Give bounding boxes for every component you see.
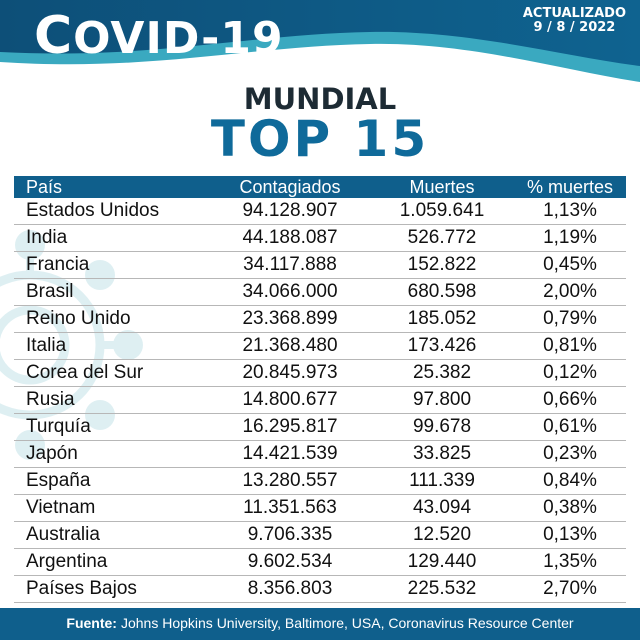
cell-death-rate: 2,70% (543, 578, 597, 599)
cell-country: India (26, 227, 68, 248)
page-title: TOP 15 (210, 110, 430, 168)
cell-country: Brasil (26, 281, 74, 302)
cell-death-rate: 0,13% (543, 524, 597, 545)
table-row: Estados Unidos 94.128.907 1.059.641 1,13% (14, 198, 626, 225)
table-row: Francia 34.117.888 152.822 0,45% (14, 252, 626, 279)
cell-deaths: 43.094 (412, 497, 472, 518)
table-row: Japón 14.421.539 33.825 0,23% (14, 441, 626, 468)
cell-death-rate: 0,61% (543, 416, 597, 437)
cell-deaths: 526.772 (407, 227, 477, 248)
cell-deaths: 185.052 (407, 308, 477, 329)
cell-cases: 9.602.534 (247, 551, 333, 572)
table-row: Vietnam 11.351.563 43.094 0,38% (14, 495, 626, 522)
cell-cases: 23.368.899 (242, 308, 338, 329)
cell-country: Turquía (26, 416, 91, 437)
cell-death-rate: 0,84% (543, 470, 597, 491)
cell-country: Japón (26, 443, 78, 464)
cell-deaths: 225.532 (407, 578, 477, 599)
cell-death-rate: 1,13% (543, 200, 597, 221)
header-deaths: Muertes (409, 176, 475, 197)
cell-death-rate: 0,81% (543, 335, 597, 356)
table-row: Argentina 9.602.534 129.440 1,35% (14, 549, 626, 576)
cell-country: Rusia (26, 389, 75, 410)
cell-deaths: 129.440 (407, 551, 477, 572)
cell-cases: 34.066.000 (242, 281, 338, 302)
cell-cases: 94.128.907 (242, 200, 338, 221)
brand-title: COVID-19 (34, 6, 284, 66)
header-wave (0, 0, 640, 82)
cell-cases: 9.706.335 (247, 524, 333, 545)
page-subtitle: MUNDIAL (243, 82, 397, 116)
cell-cases: 20.845.973 (242, 362, 338, 383)
table-row: Países Bajos 8.356.803 225.532 2,70% (14, 576, 626, 603)
table-row: Rusia 14.800.677 97.800 0,66% (14, 387, 626, 414)
cell-cases: 16.295.817 (242, 416, 338, 437)
source-footer: Fuente: Johns Hopkins University, Baltimo… (0, 608, 640, 640)
cell-cases: 21.368.480 (242, 335, 338, 356)
cell-death-rate: 1,35% (543, 551, 597, 572)
virus-icon (0, 230, 143, 460)
cell-country: Reino Unido (26, 308, 131, 329)
cell-country: Australia (26, 524, 100, 545)
table-row: India 44.188.087 526.772 1,19% (14, 225, 626, 252)
cell-country: Países Bajos (26, 578, 137, 599)
cell-deaths: 1.059.641 (399, 200, 485, 221)
cell-deaths: 99.678 (412, 416, 472, 437)
cell-death-rate: 0,79% (543, 308, 597, 329)
header-country: País (26, 176, 63, 197)
table-header: País Contagiados Muertes % muertes (14, 176, 626, 198)
cell-death-rate: 2,00% (543, 281, 597, 302)
cell-death-rate: 0,45% (543, 254, 597, 275)
cell-death-rate: 1,19% (543, 227, 597, 248)
header-banner: COVID-19 ACTUALIZADO 9 / 8 / 2022 (0, 0, 640, 82)
cell-country: Italia (26, 335, 67, 356)
cell-cases: 13.280.557 (242, 470, 338, 491)
cell-deaths: 680.598 (407, 281, 477, 302)
header-cases: Contagiados (239, 176, 341, 197)
cell-country: España (26, 470, 91, 491)
updated-label: ACTUALIZADO (522, 6, 626, 21)
table-row: Corea del Sur 20.845.973 25.382 0,12% (14, 360, 626, 387)
footer-label: Fuente: (66, 615, 117, 631)
cell-death-rate: 0,38% (543, 497, 597, 518)
updated-stamp: ACTUALIZADO 9 / 8 / 2022 (523, 7, 626, 35)
cell-deaths: 97.800 (412, 389, 472, 410)
cell-cases: 44.188.087 (242, 227, 338, 248)
cell-death-rate: 0,23% (543, 443, 597, 464)
cell-deaths: 111.339 (409, 470, 475, 491)
table-row: Reino Unido 23.368.899 185.052 0,79% (14, 306, 626, 333)
header-death-rate: % muertes (526, 176, 614, 197)
updated-date: 9 / 8 / 2022 (533, 20, 616, 35)
cell-country: Estados Unidos (26, 200, 160, 221)
cell-deaths: 173.426 (407, 335, 477, 356)
table-row: Italia 21.368.480 173.426 0,81% (14, 333, 626, 360)
cell-cases: 34.117.888 (243, 254, 337, 275)
cell-country: Francia (26, 254, 90, 275)
table-row: Turquía 16.295.817 99.678 0,61% (14, 414, 626, 441)
cell-cases: 11.351.563 (243, 497, 337, 518)
cell-deaths: 152.822 (407, 254, 477, 275)
table-row: Brasil 34.066.000 680.598 2,00% (14, 279, 626, 306)
cell-deaths: 33.825 (412, 443, 472, 464)
cell-country: Argentina (26, 551, 108, 572)
cell-death-rate: 0,12% (543, 362, 597, 383)
cell-deaths: 12.520 (412, 524, 472, 545)
cell-country: Corea del Sur (26, 362, 144, 383)
ranking-table: País Contagiados Muertes % muertes Estad… (14, 176, 626, 603)
cell-deaths: 25.382 (412, 362, 472, 383)
cell-cases: 14.421.539 (242, 443, 338, 464)
cell-cases: 14.800.677 (242, 389, 338, 410)
table-row: España 13.280.557 111.339 0,84% (14, 468, 626, 495)
table-row: Australia 9.706.335 12.520 0,13% (14, 522, 626, 549)
cell-country: Vietnam (26, 497, 96, 518)
table-body: Estados Unidos 94.128.907 1.059.641 1,13% In… (14, 198, 626, 603)
cell-cases: 8.356.803 (247, 578, 333, 599)
footer-text: Johns Hopkins University, Baltimore, USA… (120, 615, 574, 631)
cell-death-rate: 0,66% (543, 389, 597, 410)
